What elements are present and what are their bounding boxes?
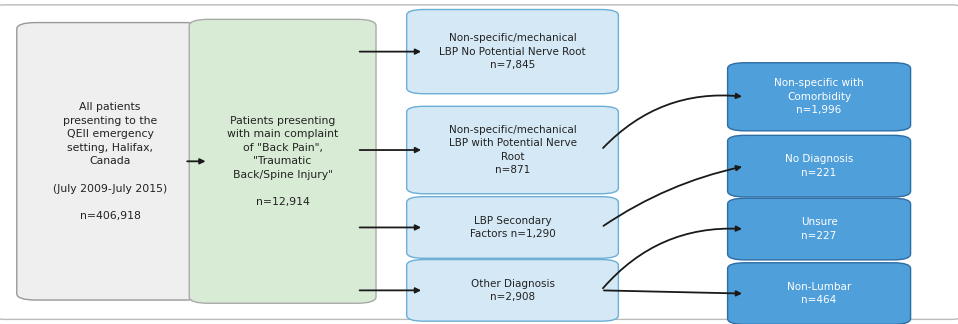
Text: Non-specific/mechanical
LBP No Potential Nerve Root
n=7,845: Non-specific/mechanical LBP No Potential… [439,33,586,70]
FancyBboxPatch shape [189,19,376,303]
FancyBboxPatch shape [406,106,619,194]
Text: Other Diagnosis
n=2,908: Other Diagnosis n=2,908 [470,279,555,302]
FancyBboxPatch shape [728,63,910,131]
Text: Non-specific with
Comorbidity
n=1,996: Non-specific with Comorbidity n=1,996 [774,78,864,115]
FancyBboxPatch shape [728,198,910,260]
FancyBboxPatch shape [728,135,910,197]
FancyBboxPatch shape [17,23,203,300]
Text: Unsure
n=227: Unsure n=227 [801,217,837,241]
FancyBboxPatch shape [406,9,619,94]
FancyBboxPatch shape [406,197,619,258]
Text: Non-Lumbar
n=464: Non-Lumbar n=464 [787,282,852,306]
Text: No Diagnosis
n=221: No Diagnosis n=221 [785,154,854,178]
Text: Non-specific/mechanical
LBP with Potential Nerve
Root
n=871: Non-specific/mechanical LBP with Potenti… [448,125,577,175]
FancyBboxPatch shape [728,263,910,324]
FancyBboxPatch shape [406,260,619,321]
Text: All patients
presenting to the
QEII emergency
setting, Halifax,
Canada

(July 20: All patients presenting to the QEII emer… [53,102,168,221]
FancyBboxPatch shape [0,5,958,319]
Text: LBP Secondary
Factors n=1,290: LBP Secondary Factors n=1,290 [469,216,556,239]
Text: Patients presenting
with main complaint
of "Back Pain",
"Traumatic
Back/Spine In: Patients presenting with main complaint … [227,116,338,207]
